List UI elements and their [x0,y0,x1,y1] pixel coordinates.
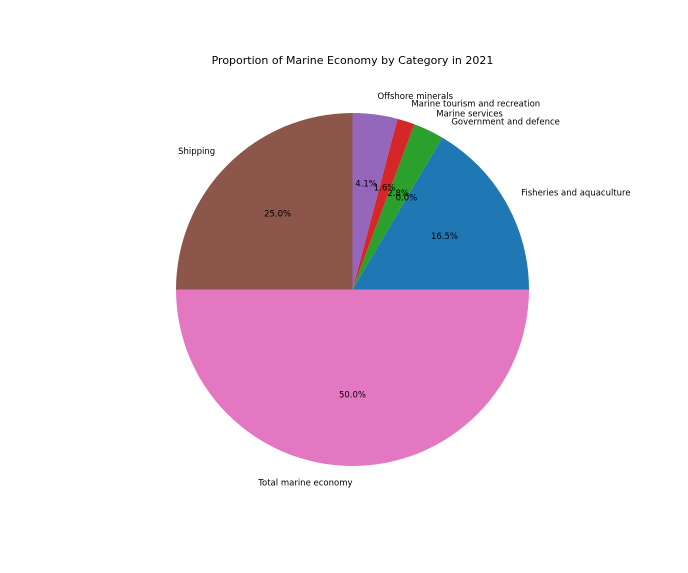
percent-label-marine-services: 2.8% [387,189,409,199]
pie-slice-shipping [176,113,353,290]
pie-slice-marine-services [352,124,443,290]
pie-slice-fisheries-and-aquaculture [352,137,529,290]
category-label-marine-tourism-and-recreation: Marine tourism and recreation [411,99,540,109]
percent-label-marine-tourism-and-recreation: 1.6% [374,184,396,194]
category-label-total-marine-economy: Total marine economy [257,479,352,489]
pie-slice-total-marine-economy [176,289,529,466]
category-label-fisheries-and-aquaculture: Fisheries and aquaculture [521,188,630,198]
percent-label-total-marine-economy: 50.0% [339,390,366,400]
chart-title: Proportion of Marine Economy by Category… [212,54,494,67]
pie-slice-offshore-minerals [352,113,398,290]
percent-label-fisheries-and-aquaculture: 16.5% [431,232,458,242]
percent-label-offshore-minerals: 4.1% [355,179,377,189]
percent-label-shipping: 25.0% [264,210,291,220]
category-labels: Fisheries and aquaculture Government and … [178,92,630,489]
pie-slices [176,113,529,466]
category-label-shipping: Shipping [178,147,215,157]
category-label-government-and-defence: Government and defence [451,117,560,127]
percent-labels: 16.5% 0.0%2.8%1.6%4.1% 25.0% 50.0% [264,179,458,400]
pie-slice-marine-tourism-and-recreation [352,118,415,290]
percent-label-government-and-defence: 0.0% [396,193,418,203]
category-label-marine-services: Marine services [436,109,503,119]
category-label-offshore-minerals: Offshore minerals [377,92,453,102]
